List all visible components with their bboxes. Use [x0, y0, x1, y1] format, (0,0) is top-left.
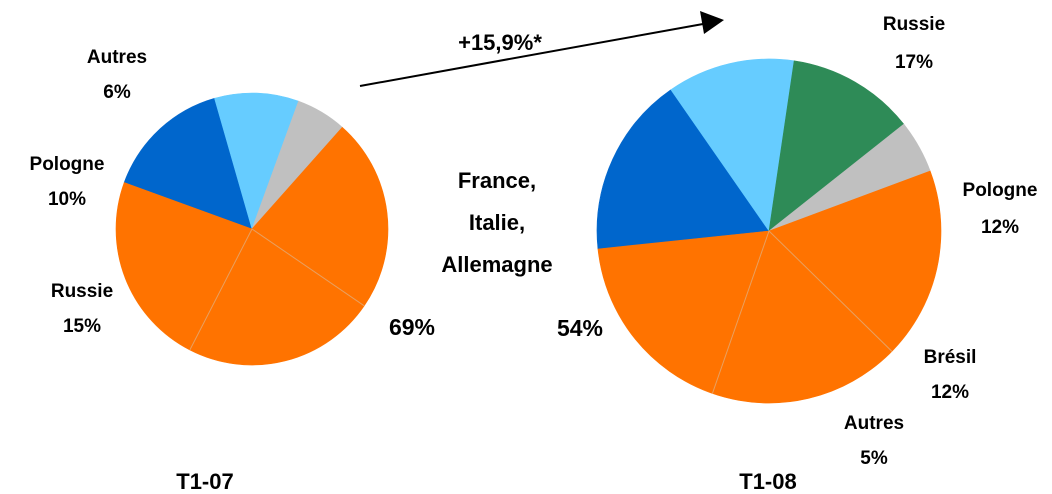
- pie1-value-autres: 6%: [103, 82, 131, 103]
- pie2-slice-russie: [596, 89, 770, 250]
- pie1-slice-france-italie-allemagne: [115, 126, 389, 366]
- pie2-slice-pologne: [670, 58, 795, 232]
- pie1-label-pologne: Pologne: [30, 154, 105, 175]
- center-label-line3: Allemagne: [441, 252, 552, 277]
- pie2-label-bresil: Brésil: [924, 347, 977, 368]
- pie2-slice-france-italie-allemagne: [597, 170, 942, 404]
- pie2-slice-bresil: [768, 60, 905, 232]
- pie1-slice-russie: [123, 97, 253, 230]
- pie2-title: T1-08: [739, 469, 796, 494]
- pie1-subslice-divider: [189, 228, 253, 351]
- pie2-label-pologne: Pologne: [963, 180, 1038, 201]
- pie2-subslice-divider: [768, 230, 893, 352]
- pie2-label-autres: Autres: [844, 413, 904, 434]
- pie2-value-pologne: 12%: [981, 217, 1019, 238]
- center-label-line2: Italie,: [469, 210, 525, 235]
- growth-arrow-head: [700, 11, 724, 34]
- pie2-subslice-divider: [711, 230, 770, 394]
- pie1-value-russie: 15%: [63, 316, 101, 337]
- pie2-value-main: 54%: [557, 315, 603, 341]
- pie2-value-autres: 5%: [860, 448, 888, 469]
- pie2-value-bresil: 12%: [931, 382, 969, 403]
- pie1-label-autres: Autres: [87, 47, 147, 68]
- pie2-label-russie: Russie: [883, 14, 945, 35]
- growth-arrow-line: [359, 23, 704, 87]
- pie1-subslice-divider: [251, 228, 365, 307]
- pie2-value-russie: 17%: [895, 52, 933, 73]
- pie1-title: T1-07: [176, 469, 233, 494]
- pie1-value-pologne: 10%: [48, 189, 86, 210]
- pie-chart-t1-08: [596, 58, 942, 404]
- pie1-label-russie: Russie: [51, 281, 113, 302]
- growth-label: +15,9%*: [458, 30, 542, 55]
- pie-chart-t1-07: [115, 92, 389, 366]
- pie1-slice-pologne: [214, 92, 299, 230]
- center-label-line1: France,: [458, 168, 536, 193]
- pie1-value-main: 69%: [389, 314, 435, 340]
